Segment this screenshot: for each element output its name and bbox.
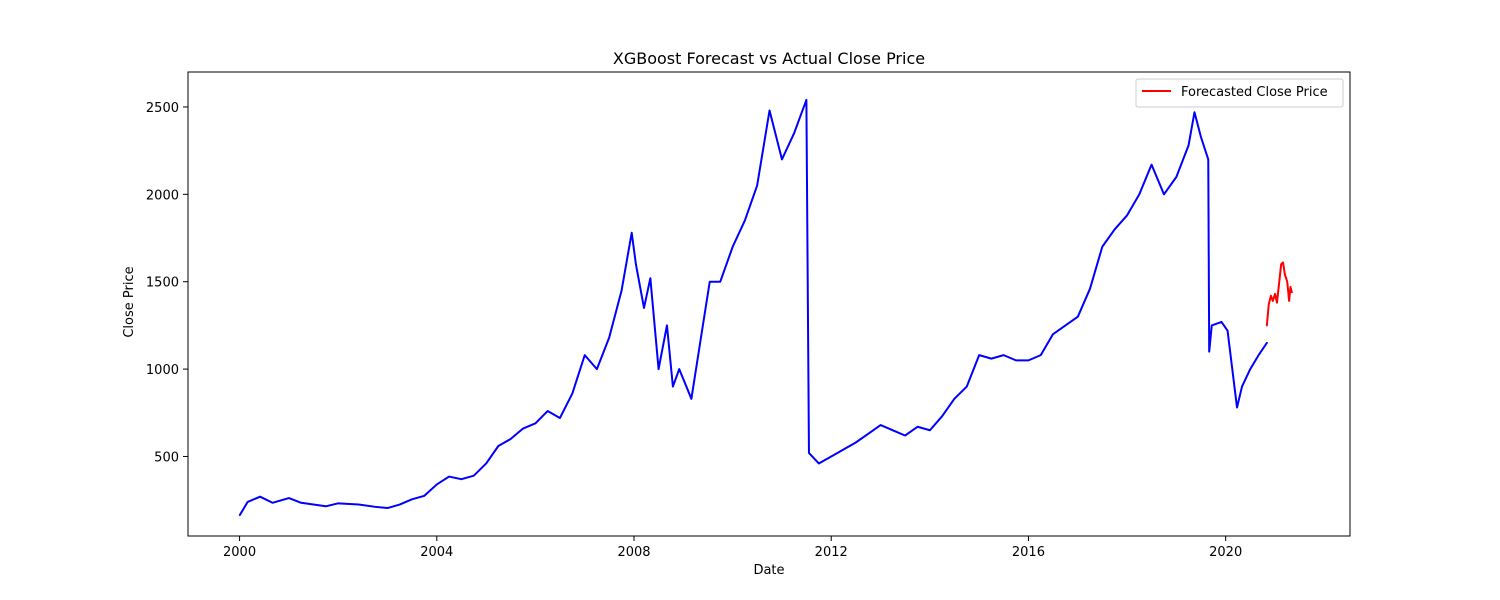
series-line-actual — [238, 98, 1268, 517]
y-tick-label: 500 — [154, 450, 179, 465]
y-tick-label: 2500 — [146, 101, 179, 116]
y-tick-label: 2000 — [146, 188, 179, 203]
x-axis: 2000 2004 2008 2012 2016 2020 — [223, 536, 1242, 560]
y-axis-label: Close Price — [122, 266, 137, 337]
x-axis-label: Date — [753, 563, 784, 578]
legend: Forecasted Close Price — [1135, 78, 1344, 108]
y-axis: 500 1000 1500 2000 2500 — [146, 101, 188, 465]
x-tick-label: 2008 — [617, 545, 650, 560]
legend-frame — [1135, 78, 1344, 108]
axes-frame — [187, 71, 1351, 537]
series-line-forecast — [1265, 261, 1293, 327]
y-tick-label: 1000 — [146, 363, 179, 378]
x-tick-label: 2012 — [815, 545, 848, 560]
x-tick-label: 2016 — [1012, 545, 1045, 560]
x-tick-label: 2004 — [420, 545, 453, 560]
x-tick-label: 2020 — [1209, 545, 1242, 560]
y-tick-label: 1500 — [146, 276, 179, 291]
x-tick-label: 2000 — [223, 545, 256, 560]
chart-title: XGBoost Forecast vs Actual Close Price — [613, 49, 925, 68]
plot-area — [187, 71, 1351, 537]
legend-label: Forecasted Close Price — [1181, 85, 1328, 100]
